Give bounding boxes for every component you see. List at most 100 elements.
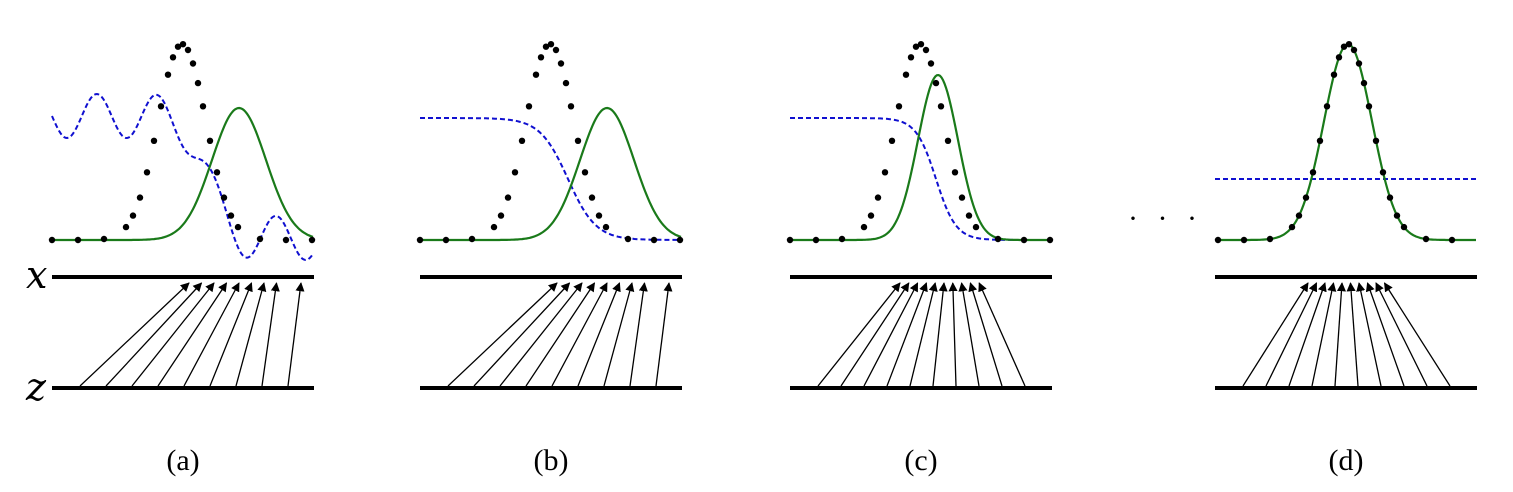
discriminator-curve	[420, 117, 681, 241]
mapping-arrow	[577, 282, 621, 387]
discriminator-curve	[790, 117, 1051, 241]
mapping-arrow	[655, 282, 673, 387]
data-point	[1323, 103, 1331, 110]
data-point	[1046, 236, 1054, 244]
data-point	[562, 79, 570, 87]
data-point	[199, 103, 207, 110]
mapping-arrow	[1356, 282, 1382, 387]
data-point	[972, 223, 980, 231]
panels-group: (a) (b) (c) (d)	[48, 41, 1477, 477]
mapping-arrows	[1242, 282, 1451, 387]
data-point	[150, 137, 158, 144]
data-point	[169, 54, 177, 61]
data-point	[602, 223, 610, 231]
data-point	[542, 43, 550, 50]
mapping-arrow	[209, 282, 253, 387]
mapping-arrow	[551, 282, 608, 387]
mapping-arrow	[499, 282, 583, 387]
panel-b: (b)	[416, 41, 684, 477]
data-point	[912, 43, 920, 50]
mapping-arrow	[287, 282, 305, 387]
data-point	[213, 169, 221, 176]
data-point	[1350, 46, 1358, 54]
data-point	[100, 235, 108, 243]
data-point	[74, 236, 82, 244]
data-point	[143, 169, 151, 176]
mapping-arrow	[79, 282, 190, 387]
data-point	[1340, 43, 1348, 50]
data-point	[1379, 169, 1387, 176]
data-point	[552, 46, 560, 54]
data-point	[595, 212, 603, 219]
mapping-arrow	[1383, 282, 1451, 387]
data-point	[256, 235, 264, 243]
data-point	[468, 235, 476, 243]
mapping-arrow	[1365, 282, 1405, 387]
data-point	[234, 223, 242, 231]
data-point	[1372, 137, 1380, 144]
mapping-arrow	[157, 282, 228, 387]
data-point	[1295, 212, 1303, 219]
data-point	[567, 103, 575, 110]
panel-caption: (d)	[1329, 444, 1364, 477]
discriminator-curve	[51, 92, 314, 262]
data-point	[206, 137, 214, 144]
data-point	[937, 103, 945, 110]
mapping-arrow	[948, 282, 958, 387]
panel-caption: (c)	[904, 444, 937, 477]
data-point	[907, 54, 915, 61]
data-point	[944, 137, 952, 144]
generator-distribution	[1215, 42, 1476, 242]
mapping-arrow	[603, 282, 635, 387]
data-point	[547, 41, 555, 48]
mapping-arrow	[909, 282, 938, 387]
data-point	[518, 137, 526, 144]
data-point	[881, 169, 889, 176]
data-point	[1386, 194, 1394, 201]
data-point	[888, 137, 896, 144]
data-point	[1345, 41, 1353, 48]
data-point	[574, 137, 582, 144]
data-point	[1240, 236, 1248, 244]
data-point	[416, 236, 424, 244]
data-point	[994, 235, 1002, 243]
data-point	[497, 212, 505, 219]
data-point	[1302, 194, 1310, 201]
data-point	[581, 169, 589, 176]
x-axis-label: x	[26, 253, 47, 297]
mapping-arrow	[932, 282, 948, 387]
data-point	[1393, 212, 1401, 219]
data-point	[220, 194, 228, 201]
data-point	[1309, 169, 1317, 176]
data-point	[179, 41, 187, 48]
data-point	[1422, 235, 1430, 243]
mapping-arrow	[473, 282, 571, 387]
z-axis-label: z	[25, 365, 47, 409]
data-point	[932, 79, 940, 87]
data-point	[1020, 236, 1028, 244]
data-distribution	[1214, 41, 1456, 244]
mapping-arrow	[629, 282, 648, 387]
data-point	[1365, 103, 1373, 110]
data-point	[867, 212, 875, 219]
mapping-arrow	[840, 282, 910, 387]
data-point	[650, 236, 658, 244]
data-point	[1335, 54, 1343, 61]
data-point	[838, 235, 846, 243]
data-point	[1330, 71, 1338, 78]
data-point	[1360, 79, 1368, 87]
panel-caption: (a)	[166, 444, 199, 477]
mapping-arrow	[1265, 282, 1318, 387]
mapping-arrow	[131, 282, 215, 387]
data-point	[227, 212, 235, 219]
data-point	[282, 236, 290, 244]
mapping-arrow	[1375, 282, 1428, 387]
panel-d: (d)	[1214, 41, 1477, 477]
data-distribution	[48, 41, 316, 244]
mapping-arrow	[525, 282, 596, 387]
mapping-arrow	[863, 282, 919, 387]
data-point	[157, 103, 165, 110]
data-point	[122, 223, 130, 231]
mapping-arrow	[447, 282, 558, 387]
